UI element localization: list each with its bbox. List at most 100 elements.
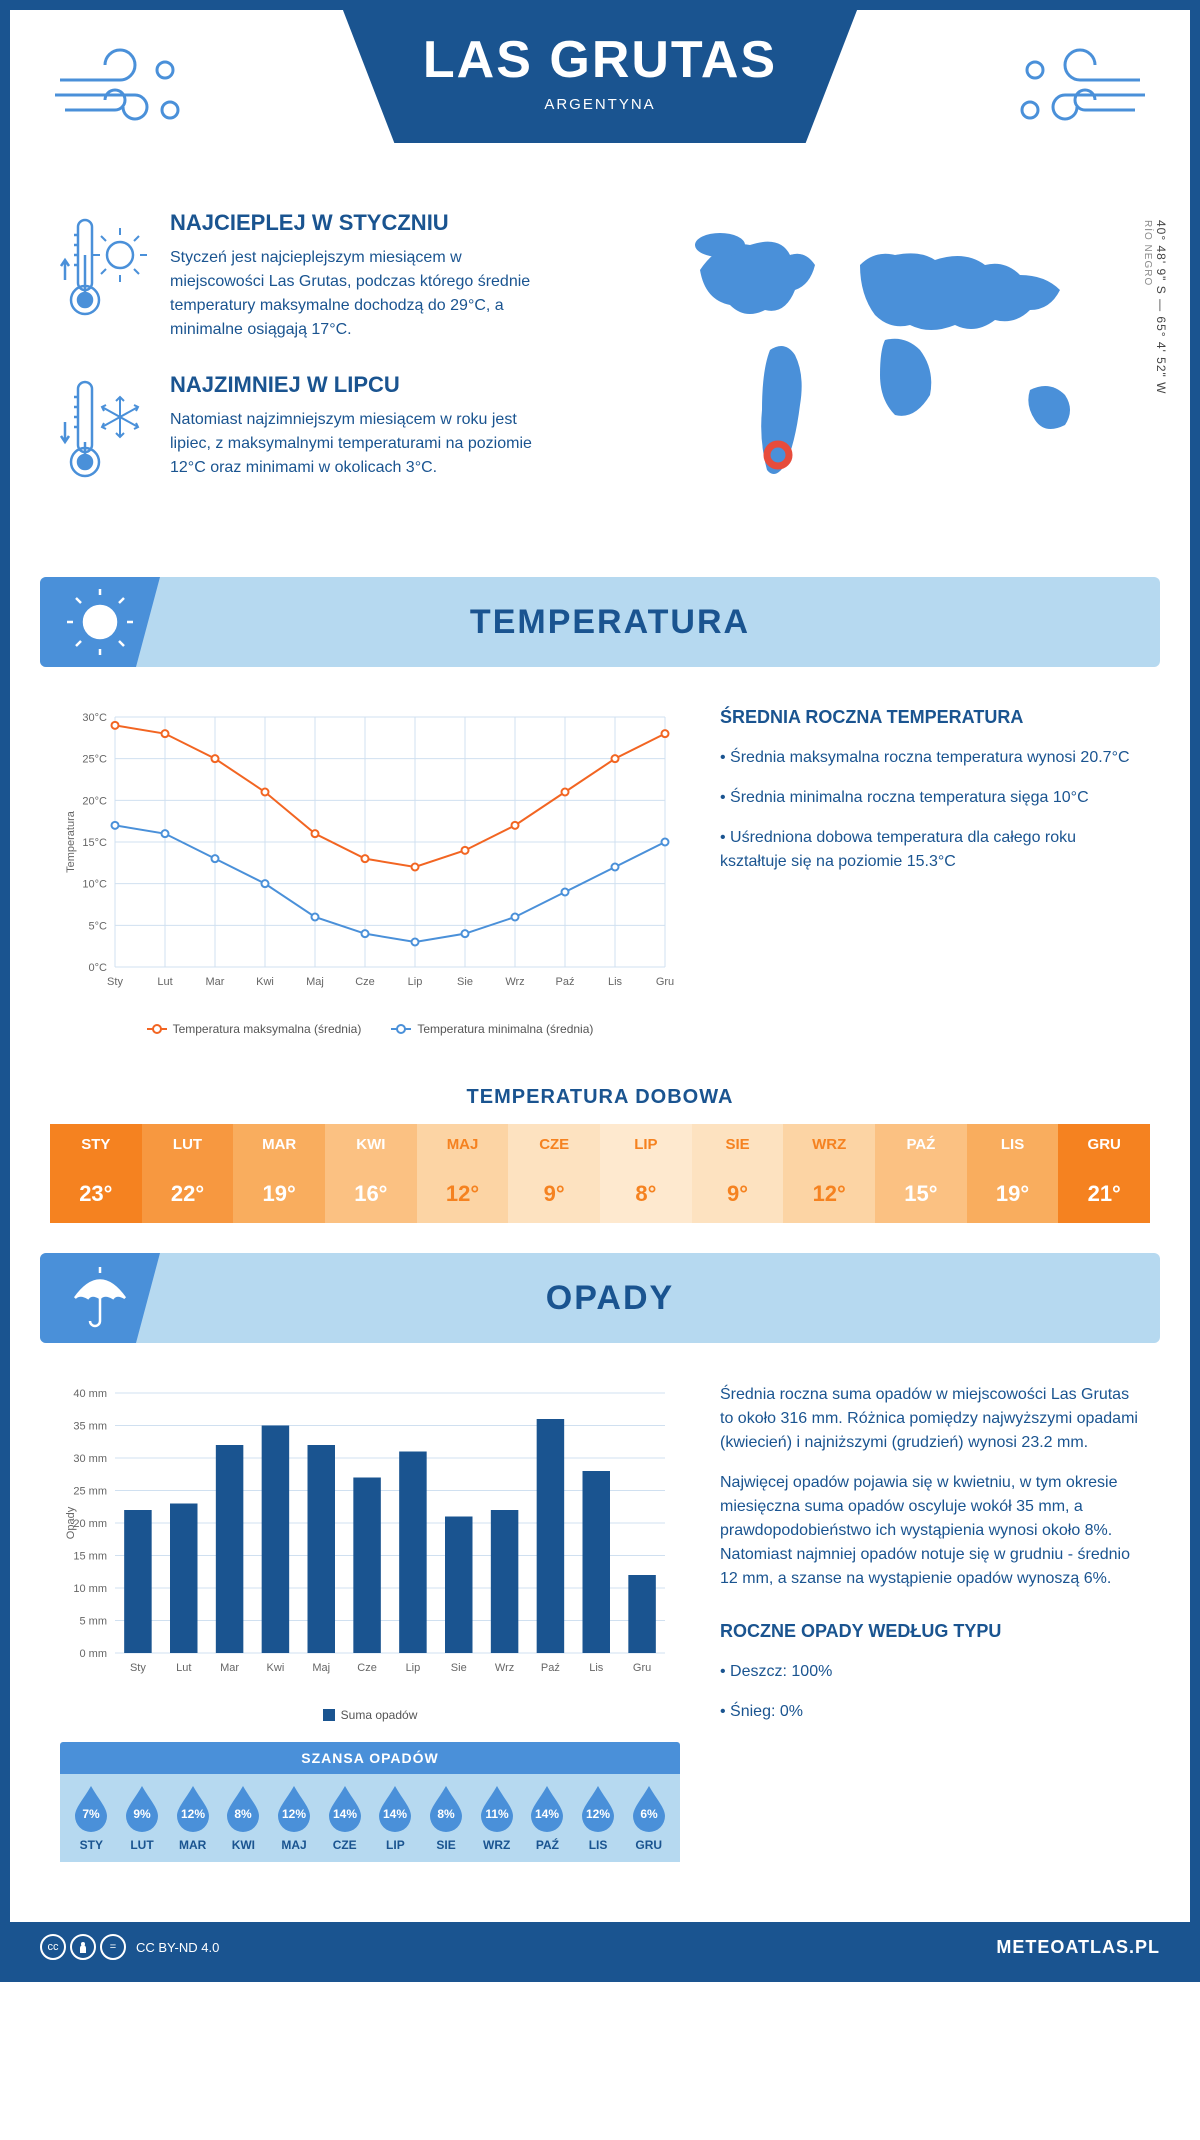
coord-lat: 40° 48' 9" S — [1154, 220, 1168, 295]
coord-region: RÍO NEGRO — [1142, 220, 1153, 286]
temperature-info: ŚREDNIA ROCZNA TEMPERATURA • Średnia mak… — [720, 707, 1140, 1036]
sun-icon — [40, 577, 160, 667]
hot-block: NAJCIEPLEJ W STYCZNIU Styczeń jest najci… — [60, 210, 620, 342]
rain-text-2: Najwięcej opadów pojawia się w kwietniu,… — [720, 1471, 1140, 1591]
rain-chance-cell: 14%PAŹ — [522, 1784, 573, 1852]
temperature-line-chart: 0°C5°C10°C15°C20°C25°C30°CStyLutMarKwiMa… — [60, 707, 680, 1036]
rain-chance-month: STY — [66, 1838, 117, 1852]
rain-chance-month: GRU — [623, 1838, 674, 1852]
temp-info-bullet: • Uśredniona dobowa temperatura dla całe… — [720, 826, 1140, 874]
svg-text:20°C: 20°C — [82, 795, 107, 807]
rain-chance-cell: 14% LIP — [370, 1784, 421, 1852]
legend-max-label: Temperatura maksymalna (średnia) — [173, 1022, 362, 1036]
temp-table-month: KWI — [325, 1124, 417, 1165]
svg-text:Wrz: Wrz — [505, 976, 524, 988]
svg-text:10 mm: 10 mm — [73, 1583, 107, 1595]
by-icon — [70, 1934, 96, 1960]
svg-text:14%: 14% — [333, 1807, 357, 1821]
wind-icon — [1010, 40, 1150, 145]
info-blocks: NAJCIEPLEJ W STYCZNIU Styczeń jest najci… — [60, 210, 620, 527]
hot-title: NAJCIEPLEJ W STYCZNIU — [170, 210, 550, 236]
rain-chance-month: LIP — [370, 1838, 421, 1852]
svg-text:Maj: Maj — [306, 976, 324, 988]
rain-chance-month: PAŹ — [522, 1838, 573, 1852]
cold-title: NAJZIMNIEJ W LIPCU — [170, 372, 550, 398]
svg-text:Sty: Sty — [130, 1662, 146, 1674]
coordinates: 40° 48' 9" S — 65° 4' 52" W RÍO NEGRO — [1140, 220, 1168, 394]
svg-text:35 mm: 35 mm — [73, 1421, 107, 1433]
temp-table-month: MAR — [233, 1124, 325, 1165]
rain-chance-title: SZANSA OPADÓW — [60, 1742, 680, 1774]
svg-text:0 mm: 0 mm — [80, 1648, 108, 1660]
rain-chance-cell: 14% CZE — [319, 1784, 370, 1852]
temperature-title: TEMPERATURA — [160, 603, 1160, 642]
svg-text:Temperatura: Temperatura — [65, 810, 77, 873]
world-map: 40° 48' 9" S — 65° 4' 52" W RÍO NEGRO — [660, 210, 1140, 527]
rain-chance-cell: 12%MAJ — [269, 1784, 320, 1852]
svg-text:Maj: Maj — [312, 1662, 330, 1674]
rain-chance-cell: 8%SIE — [421, 1784, 472, 1852]
svg-text:8%: 8% — [235, 1807, 253, 1821]
temp-table-value: 19° — [233, 1165, 325, 1223]
rain-type-bullet: • Śnieg: 0% — [720, 1700, 1140, 1724]
legend-min: Temperatura minimalna (średnia) — [391, 1022, 593, 1036]
temp-table-value: 8° — [600, 1165, 692, 1223]
svg-text:10°C: 10°C — [82, 879, 107, 891]
temp-table-value: 22° — [142, 1165, 234, 1223]
svg-text:8%: 8% — [437, 1807, 455, 1821]
temp-table-month: PAŹ — [875, 1124, 967, 1165]
temp-table-col: KWI16° — [325, 1124, 417, 1223]
cold-block: NAJZIMNIEJ W LIPCU Natomiast najzimniejs… — [60, 372, 620, 497]
rain-chance-cell: 11%WRZ — [471, 1784, 522, 1852]
umbrella-icon — [40, 1253, 160, 1343]
rain-chance-month: CZE — [319, 1838, 370, 1852]
temperature-chart-row: 0°C5°C10°C15°C20°C25°C30°CStyLutMarKwiMa… — [10, 687, 1190, 1056]
temp-table-month: WRZ — [783, 1124, 875, 1165]
rain-chance-table: SZANSA OPADÓW 7%STY9%LUT12%MAR8%KWI12%MA… — [60, 1742, 680, 1862]
rain-chance-cell: 12%MAR — [167, 1784, 218, 1852]
header: LAS GRUTAS ARGENTYNA — [10, 10, 1190, 190]
svg-text:9%: 9% — [133, 1807, 151, 1821]
svg-text:25°C: 25°C — [82, 754, 107, 766]
svg-text:20 mm: 20 mm — [73, 1518, 107, 1530]
temp-table-col: PAŹ15° — [875, 1124, 967, 1223]
svg-text:Cze: Cze — [357, 1662, 377, 1674]
svg-text:Lis: Lis — [589, 1662, 604, 1674]
temp-table-month: STY — [50, 1124, 142, 1165]
svg-text:12%: 12% — [181, 1807, 205, 1821]
thermometer-cold-icon — [60, 372, 150, 497]
temp-table-col: LIP8° — [600, 1124, 692, 1223]
svg-text:Lut: Lut — [176, 1662, 191, 1674]
svg-text:Kwi: Kwi — [267, 1662, 285, 1674]
precipitation-chart-row: 0 mm5 mm10 mm15 mm20 mm25 mm30 mm35 mm40… — [10, 1363, 1190, 1902]
svg-text:12%: 12% — [282, 1807, 306, 1821]
svg-text:15 mm: 15 mm — [73, 1551, 107, 1563]
svg-text:Lut: Lut — [157, 976, 172, 988]
rain-chance-cell: 12%LIS — [573, 1784, 624, 1852]
svg-text:14%: 14% — [383, 1807, 407, 1821]
temp-table-value: 21° — [1058, 1165, 1150, 1223]
temp-table-value: 12° — [783, 1165, 875, 1223]
svg-text:7%: 7% — [83, 1807, 101, 1821]
temp-table-col: WRZ12° — [783, 1124, 875, 1223]
svg-text:Gru: Gru — [656, 976, 674, 988]
legend-max: Temperatura maksymalna (średnia) — [147, 1022, 362, 1036]
temp-info-title: ŚREDNIA ROCZNA TEMPERATURA — [720, 707, 1140, 728]
temp-chart-legend: Temperatura maksymalna (średnia) Tempera… — [60, 1022, 680, 1036]
temp-table-month: MAJ — [417, 1124, 509, 1165]
temp-table-col: SIE9° — [692, 1124, 784, 1223]
temp-table-value: 9° — [692, 1165, 784, 1223]
svg-text:11%: 11% — [485, 1807, 509, 1821]
hot-body: Styczeń jest najcieplejszym miesiącem w … — [170, 246, 550, 342]
rain-type-bullet: • Deszcz: 100% — [720, 1660, 1140, 1684]
temp-table-col: MAJ12° — [417, 1124, 509, 1223]
svg-text:12%: 12% — [586, 1807, 610, 1821]
svg-text:Sie: Sie — [451, 1662, 467, 1674]
svg-text:15°C: 15°C — [82, 837, 107, 849]
cc-icons: cc = — [40, 1934, 126, 1960]
cc-icon: cc — [40, 1934, 66, 1960]
legend-rain-label: Suma opadów — [341, 1708, 418, 1722]
svg-text:Gru: Gru — [633, 1662, 651, 1674]
temp-info-bullet: • Średnia maksymalna roczna temperatura … — [720, 746, 1140, 770]
svg-text:30°C: 30°C — [82, 712, 107, 724]
